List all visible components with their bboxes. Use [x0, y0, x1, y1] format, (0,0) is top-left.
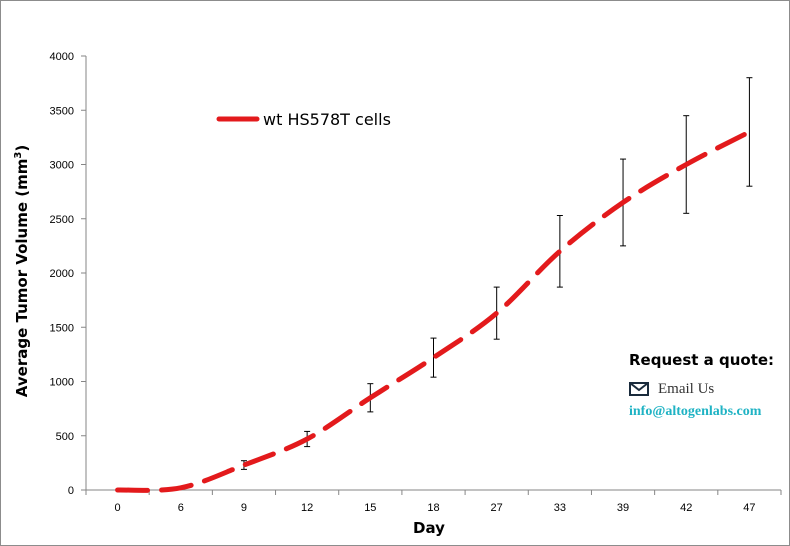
x-tick-labels: 0 6 9 12 15 18 27 33 39 42 47	[115, 502, 756, 514]
x-tick-label: 9	[241, 502, 247, 514]
legend-label: wt HS578T cells	[263, 110, 391, 129]
x-tick-label: 27	[491, 502, 503, 514]
email-us-label: Email Us	[658, 380, 715, 397]
x-tick-label: 39	[617, 502, 629, 514]
mail-icon	[629, 382, 649, 396]
y-tick-label: 3000	[50, 160, 74, 172]
axes	[81, 55, 782, 495]
series-lines	[115, 129, 752, 493]
email-address-link[interactable]: info@altogenlabs.com	[629, 404, 762, 419]
x-axis-title: Day	[413, 519, 445, 537]
x-tick-label: 47	[743, 502, 755, 514]
y-tick-label: 1000	[50, 377, 74, 389]
y-tick-label: 1500	[50, 322, 74, 334]
y-tick-label: 0	[68, 485, 74, 497]
quote-title: Request a quote:	[629, 351, 775, 369]
x-tick-label: 15	[364, 502, 376, 514]
legend: wt HS578T cells	[216, 110, 391, 129]
x-tick-label: 18	[427, 502, 439, 514]
x-tick-label: 0	[115, 502, 121, 514]
y-tick-labels: 0 500 1000 1500 2000 2500 3000 3500 4000	[50, 51, 74, 497]
x-tick-label: 42	[680, 502, 692, 514]
x-tick-label: 12	[301, 502, 313, 514]
y-axis-title: Average Tumor Volume (mm3)	[13, 145, 31, 397]
x-tick-label: 6	[178, 502, 184, 514]
email-us-link[interactable]: Email Us	[629, 379, 789, 399]
y-tick-label: 2000	[50, 268, 74, 280]
y-tick-label: 4000	[50, 51, 74, 63]
y-tick-label: 2500	[50, 214, 74, 226]
y-tick-label: 500	[56, 431, 74, 443]
quote-panel: Request a quote: Email Us info@altogenla…	[629, 351, 789, 420]
series-line	[115, 129, 752, 493]
x-tick-label: 33	[554, 502, 566, 514]
y-tick-label: 3500	[50, 105, 74, 117]
